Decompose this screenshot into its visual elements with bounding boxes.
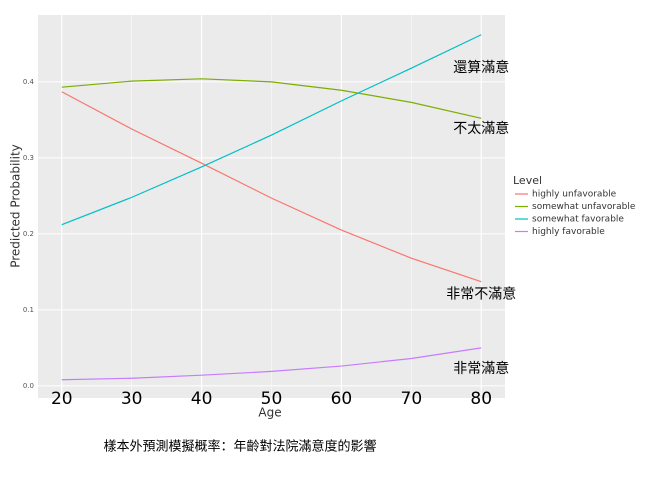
x-tick-label: 30 [121,389,143,409]
y-tick-label: 0.4 [23,78,35,86]
series-line [61,34,482,226]
series-line [61,347,482,381]
y-tick-label: 0.2 [23,230,34,238]
x-axis-label: Age [258,406,281,420]
annotation: 非常不滿意 [446,286,516,303]
x-tick-label: 40 [191,389,213,409]
legend-title: Level [513,174,542,187]
y-tick-label: 0.1 [23,306,34,314]
y-tick-label: 0.3 [23,154,34,162]
annotation: 非常滿意 [453,360,509,377]
y-tick-label: 0.0 [23,382,34,390]
x-tick-label: 20 [51,389,73,409]
legend-label: somewhat favorable [532,215,624,225]
caption: 樣本外預測模擬概率：年齡對法院滿意度的影響 [103,439,376,455]
series-line [61,78,482,119]
x-tick-label: 50 [261,389,283,409]
x-tick-label: 60 [331,389,353,409]
annotation: 還算滿意 [453,59,509,76]
x-tick-label: 70 [401,389,423,409]
legend-label: highly unfavorable [532,190,617,200]
legend-label: somewhat unfavorable [532,202,636,212]
legend-label: highly favorable [532,227,605,237]
y-axis-label: Predicted Probability [9,144,23,268]
annotation: 不太滿意 [453,120,509,137]
x-tick-label: 80 [470,389,492,409]
series-line [61,91,482,283]
